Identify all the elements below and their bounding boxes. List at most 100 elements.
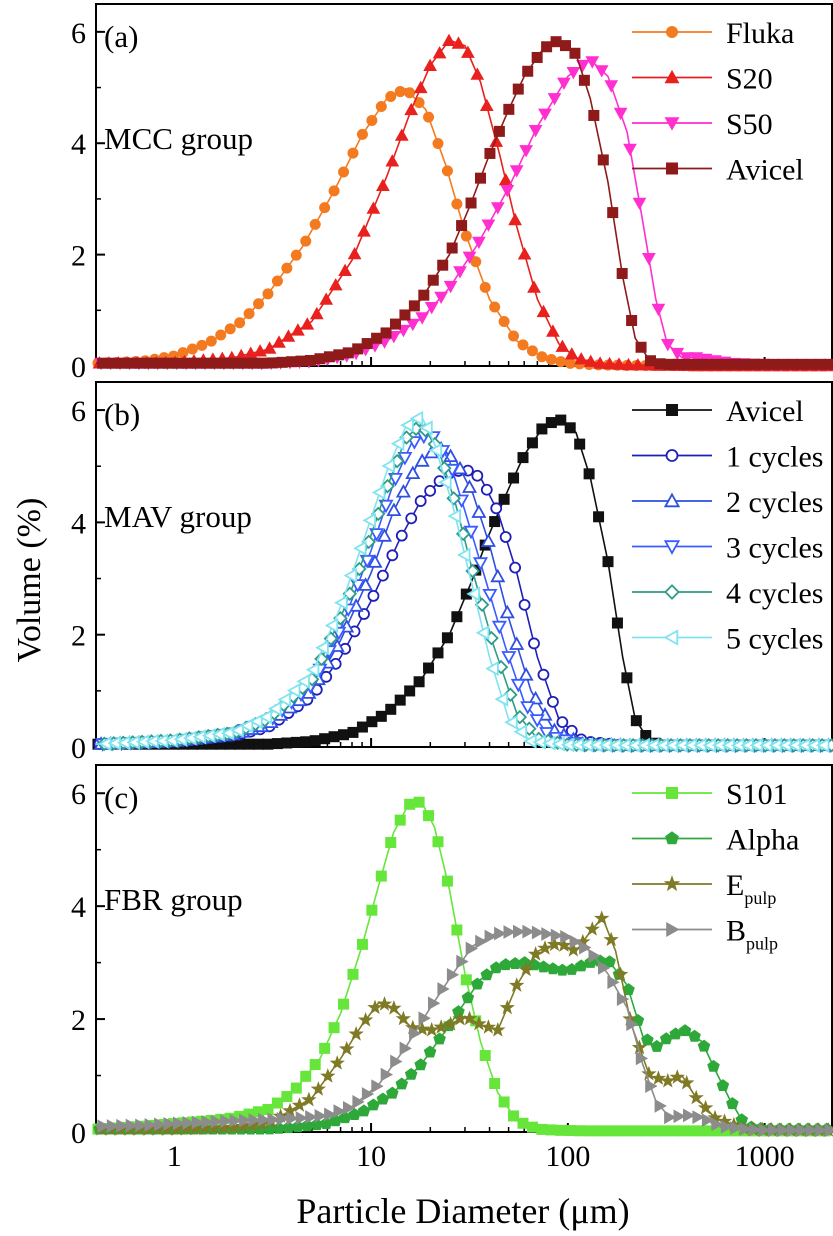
data-point [711,358,723,370]
data-point [210,1114,224,1129]
data-point [730,358,742,370]
data-point [395,1010,412,1026]
data-point [328,1022,340,1034]
data-point [673,358,685,370]
data-point [116,1118,129,1133]
legend-marker [663,540,681,555]
data-point [432,647,444,659]
data-point [290,736,302,748]
data-point [385,836,397,848]
data-point [357,224,371,237]
data-point [154,1117,167,1132]
data-point [271,275,283,287]
data-point [300,235,312,247]
data-point [461,1010,478,1026]
data-point [219,357,231,369]
data-point [688,1029,701,1042]
data-point [465,941,479,956]
data-point [687,1125,699,1137]
data-point [499,531,512,543]
data-point [106,357,118,369]
data-point [602,356,617,370]
legend-label: Fluka [726,17,794,50]
data-point [490,502,503,515]
data-point [376,996,393,1011]
data-point [503,103,515,115]
data-point [538,108,552,121]
data-point [607,207,619,219]
data-point [423,1045,437,1058]
data-point [491,620,507,635]
data-point [413,796,425,808]
data-point [565,941,581,957]
legend-label: 5 cycles [726,623,823,656]
data-point [474,172,486,184]
data-point [528,125,543,138]
data-point [452,1005,465,1018]
data-point [796,1123,809,1138]
data-point [135,1118,148,1133]
data-point [408,300,420,312]
data-point [461,479,478,493]
data-point [125,1118,139,1133]
data-point [258,1112,271,1127]
data-point [424,302,439,315]
data-point [480,533,496,547]
data-point [347,968,359,980]
data-point [621,1125,633,1137]
data-point [517,247,532,260]
legend-marker [663,492,681,508]
data-point [500,185,515,198]
data-point [522,65,534,77]
data-point [679,352,694,365]
data-point [707,1059,720,1072]
data-point [414,495,427,507]
legend-label: 4 cycles [726,577,823,610]
data-point [253,298,265,310]
data-point [815,737,830,753]
data-point [642,253,656,266]
data-point [428,996,441,1011]
data-point [271,738,283,750]
data-point [173,1116,186,1131]
data-point [220,1114,233,1128]
data-point [419,420,433,436]
data-point [243,308,255,320]
data-point [588,109,600,121]
data-point [163,357,175,369]
data-point [315,640,329,656]
data-point [309,218,321,230]
data-point [432,137,444,149]
data-point [720,1120,734,1134]
data-point [366,201,381,214]
data-point [375,101,387,113]
data-point [361,1087,375,1101]
data-point [526,437,538,449]
data-point [471,504,487,518]
data-point [385,703,397,715]
legend-entry: 2 cycles [632,486,823,519]
data-point [508,330,520,342]
data-point [462,251,477,264]
data-point [630,1125,642,1137]
data-point [395,529,408,542]
data-point [276,356,288,368]
data-point [456,954,469,969]
data-point [777,1123,790,1138]
series-avicel [96,36,833,370]
data-point [177,347,189,359]
data-point [234,317,246,329]
data-point [447,508,462,524]
data-point [366,904,378,916]
data-point [578,74,590,86]
data-point [668,1125,680,1137]
data-point [249,713,263,729]
data-point [371,484,386,500]
data-point [815,1123,828,1138]
data-point [328,185,340,197]
data-point [144,1118,157,1132]
data-point [442,33,456,46]
data-point [494,691,509,707]
data-point [574,352,589,365]
legend-marker [665,831,679,845]
